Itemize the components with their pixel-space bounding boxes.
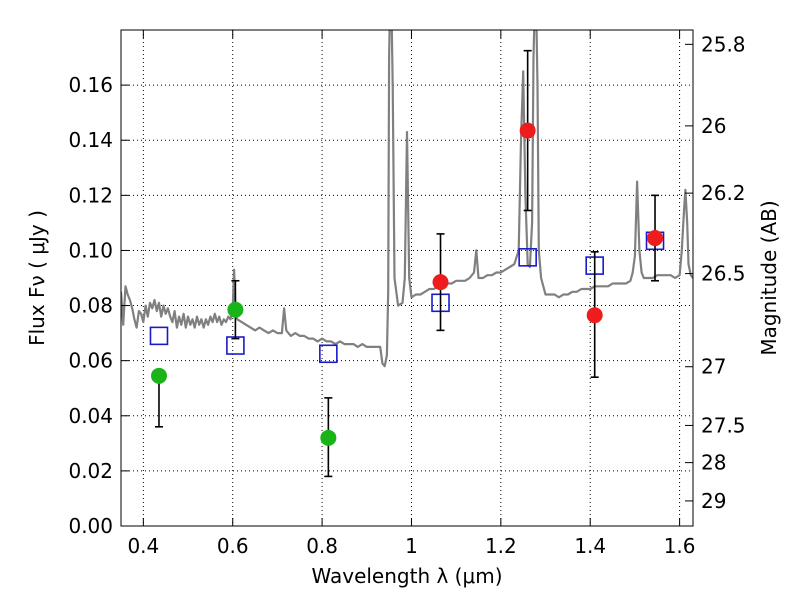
x-tick-label: 0.6: [217, 534, 249, 558]
y-tick-label: 0.00: [68, 514, 113, 538]
x-tick-label: 1: [405, 534, 418, 558]
x-tick-label: 0.4: [127, 534, 159, 558]
model-photometry-square: [319, 344, 338, 364]
observed-flux-point: [519, 122, 536, 139]
right-axis-tick-label: 25.8: [701, 32, 746, 56]
plot-frame: [120, 29, 694, 527]
observed-flux-point: [227, 301, 244, 318]
y-tick-label: 0.10: [68, 238, 113, 262]
model-spectrum-line: [121, 30, 693, 368]
right-axis-tick-label: 26.2: [701, 181, 746, 205]
x-tick-label: 1.6: [664, 534, 696, 558]
data-marks-layer: [149, 49, 665, 478]
right-axis-tick-label: 27.5: [701, 413, 746, 437]
y-tick-label: 0.12: [68, 183, 113, 207]
observed-flux-point: [320, 429, 337, 446]
right-axis-tick-label: 26: [701, 114, 726, 138]
observed-flux-point: [586, 307, 603, 324]
y-tick-label: 0.02: [68, 459, 113, 483]
right-axis-tick-label: 28: [701, 451, 726, 475]
y-tick-label: 0.04: [68, 404, 113, 428]
right-axis-tick-label: 26.5: [701, 262, 746, 286]
x-axis-title: Wavelength λ (μm): [311, 564, 502, 588]
observed-flux-point: [150, 367, 167, 384]
x-tick-label: 0.8: [306, 534, 338, 558]
axis-ticks: [121, 30, 693, 527]
x-tick-label: 1.4: [574, 534, 606, 558]
right-axis-tick-label: 29: [701, 489, 726, 513]
y-tick-label: 0.08: [68, 294, 113, 318]
spectrum-layer: [121, 30, 693, 368]
model-photometry-square: [518, 248, 537, 267]
right-axis-tick-label: 27: [701, 355, 726, 379]
x-tick-label: 1.2: [485, 534, 517, 558]
y-tick-label: 0.14: [68, 128, 113, 152]
model-photometry-square: [149, 326, 169, 346]
y-axis-title: Flux Fν ( μJy ): [25, 210, 49, 346]
observed-flux-point: [432, 274, 449, 291]
right-axis-title: Magnitude (AB): [757, 200, 781, 355]
tick-labels: 0.4 0.6 0.8 1 1.2 1.4 1.6 0.00 0.02 0.04 0.06 0.08 0…: [68, 32, 745, 558]
y-tick-label: 0.06: [68, 349, 113, 373]
observed-flux-point: [647, 230, 664, 247]
y-tick-label: 0.16: [68, 73, 113, 97]
